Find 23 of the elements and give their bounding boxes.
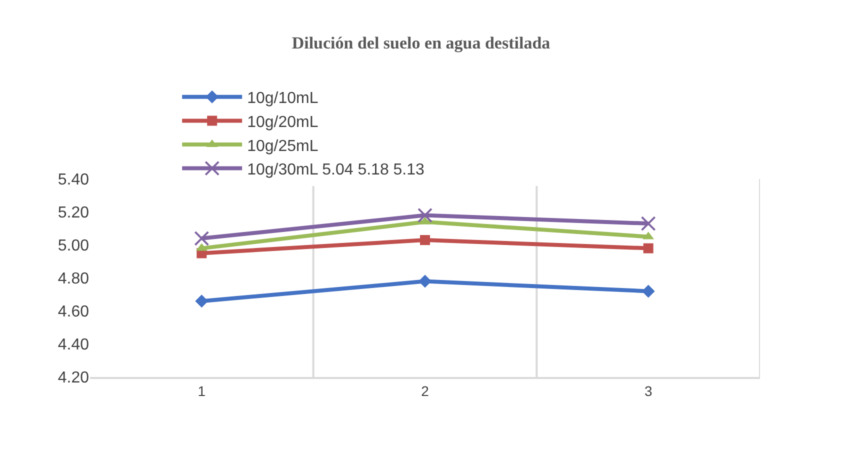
point [418, 208, 432, 223]
y-tick-label: 4.40 [58, 336, 90, 354]
point [640, 216, 656, 232]
y-tick-label: 5.40 [58, 172, 90, 189]
point [418, 274, 432, 288]
point [420, 235, 430, 246]
legend-label: 10g/25mL [247, 138, 318, 155]
x-tick-label: 2 [421, 382, 430, 399]
point [194, 230, 210, 246]
point [195, 294, 208, 308]
legend-label: 10g/30mL 5.04 5.18 5.13 [247, 162, 425, 179]
y-tick-label: 4.60 [58, 304, 90, 321]
x-tick-label: 3 [644, 382, 652, 399]
legend-label: 10g/10mL [247, 90, 318, 108]
y-tick-label: 4.20 [58, 370, 90, 387]
point [643, 243, 654, 254]
y-tick-label: 5.20 [58, 204, 90, 222]
legend-label: 10g/20mL [247, 114, 318, 131]
y-tick-label: 4.80 [58, 270, 90, 288]
y-tick-label: 5.00 [58, 238, 90, 255]
chart-title: Dilución del suelo en agua destilada [292, 34, 551, 53]
x-tick-label: 1 [198, 382, 206, 399]
point [642, 284, 655, 298]
